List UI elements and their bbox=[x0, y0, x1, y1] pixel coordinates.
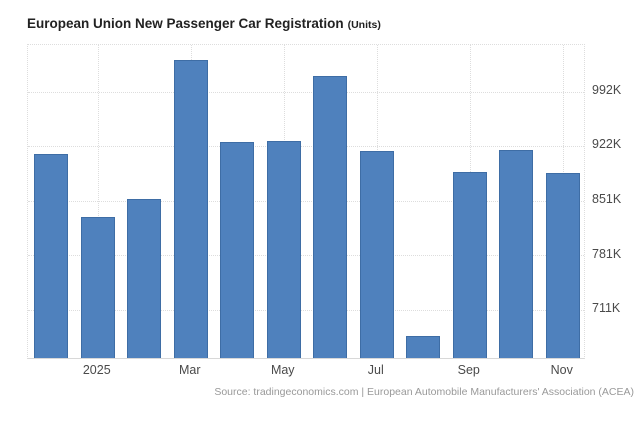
y-gridline bbox=[28, 145, 584, 147]
bar-nov-2025[interactable] bbox=[545, 172, 580, 358]
x-axis-tick-label: Sep bbox=[457, 363, 480, 377]
source-attribution: Source: tradingeconomics.com | European … bbox=[214, 386, 634, 398]
bar-jan-2025[interactable] bbox=[80, 216, 115, 358]
bar-may-2025[interactable] bbox=[266, 140, 301, 358]
x-axis-tick-label: Nov bbox=[550, 363, 573, 377]
bar-jul-2025[interactable] bbox=[359, 150, 394, 358]
y-gridline bbox=[28, 309, 584, 311]
bar-feb-2025[interactable] bbox=[127, 198, 162, 358]
bar-apr-2025[interactable] bbox=[220, 142, 255, 358]
x-axis-tick-label: May bbox=[270, 363, 295, 377]
x-axis-tick-label: 2025 bbox=[82, 363, 111, 377]
bar-sep-2025[interactable] bbox=[452, 171, 487, 358]
y-axis-tick-label: 851K bbox=[592, 192, 622, 207]
y-axis-tick-label: 781K bbox=[592, 246, 622, 261]
plot-area bbox=[27, 44, 585, 359]
bar-jun-2025[interactable] bbox=[313, 76, 348, 358]
chart-title: European Union New Passenger Car Registr… bbox=[27, 16, 381, 31]
x-gridline bbox=[97, 45, 99, 358]
chart-title-main: European Union New Passenger Car Registr… bbox=[27, 16, 344, 31]
y-axis-tick-label: 922K bbox=[592, 137, 622, 152]
bar-dec-2024[interactable] bbox=[34, 153, 69, 358]
bar-mar-2025[interactable] bbox=[173, 60, 208, 358]
chart-title-units: (Units) bbox=[347, 19, 381, 31]
y-gridline bbox=[28, 200, 584, 202]
y-gridline bbox=[28, 255, 584, 257]
y-axis-tick-label: 711K bbox=[592, 301, 621, 316]
y-gridline bbox=[28, 91, 584, 93]
bar-oct-2025[interactable] bbox=[499, 150, 534, 358]
y-axis-tick-label: 992K bbox=[592, 83, 622, 98]
x-axis-tick-label: Jul bbox=[367, 363, 384, 377]
bar-aug-2025[interactable] bbox=[406, 336, 441, 358]
x-axis-tick-label: Mar bbox=[178, 363, 201, 377]
